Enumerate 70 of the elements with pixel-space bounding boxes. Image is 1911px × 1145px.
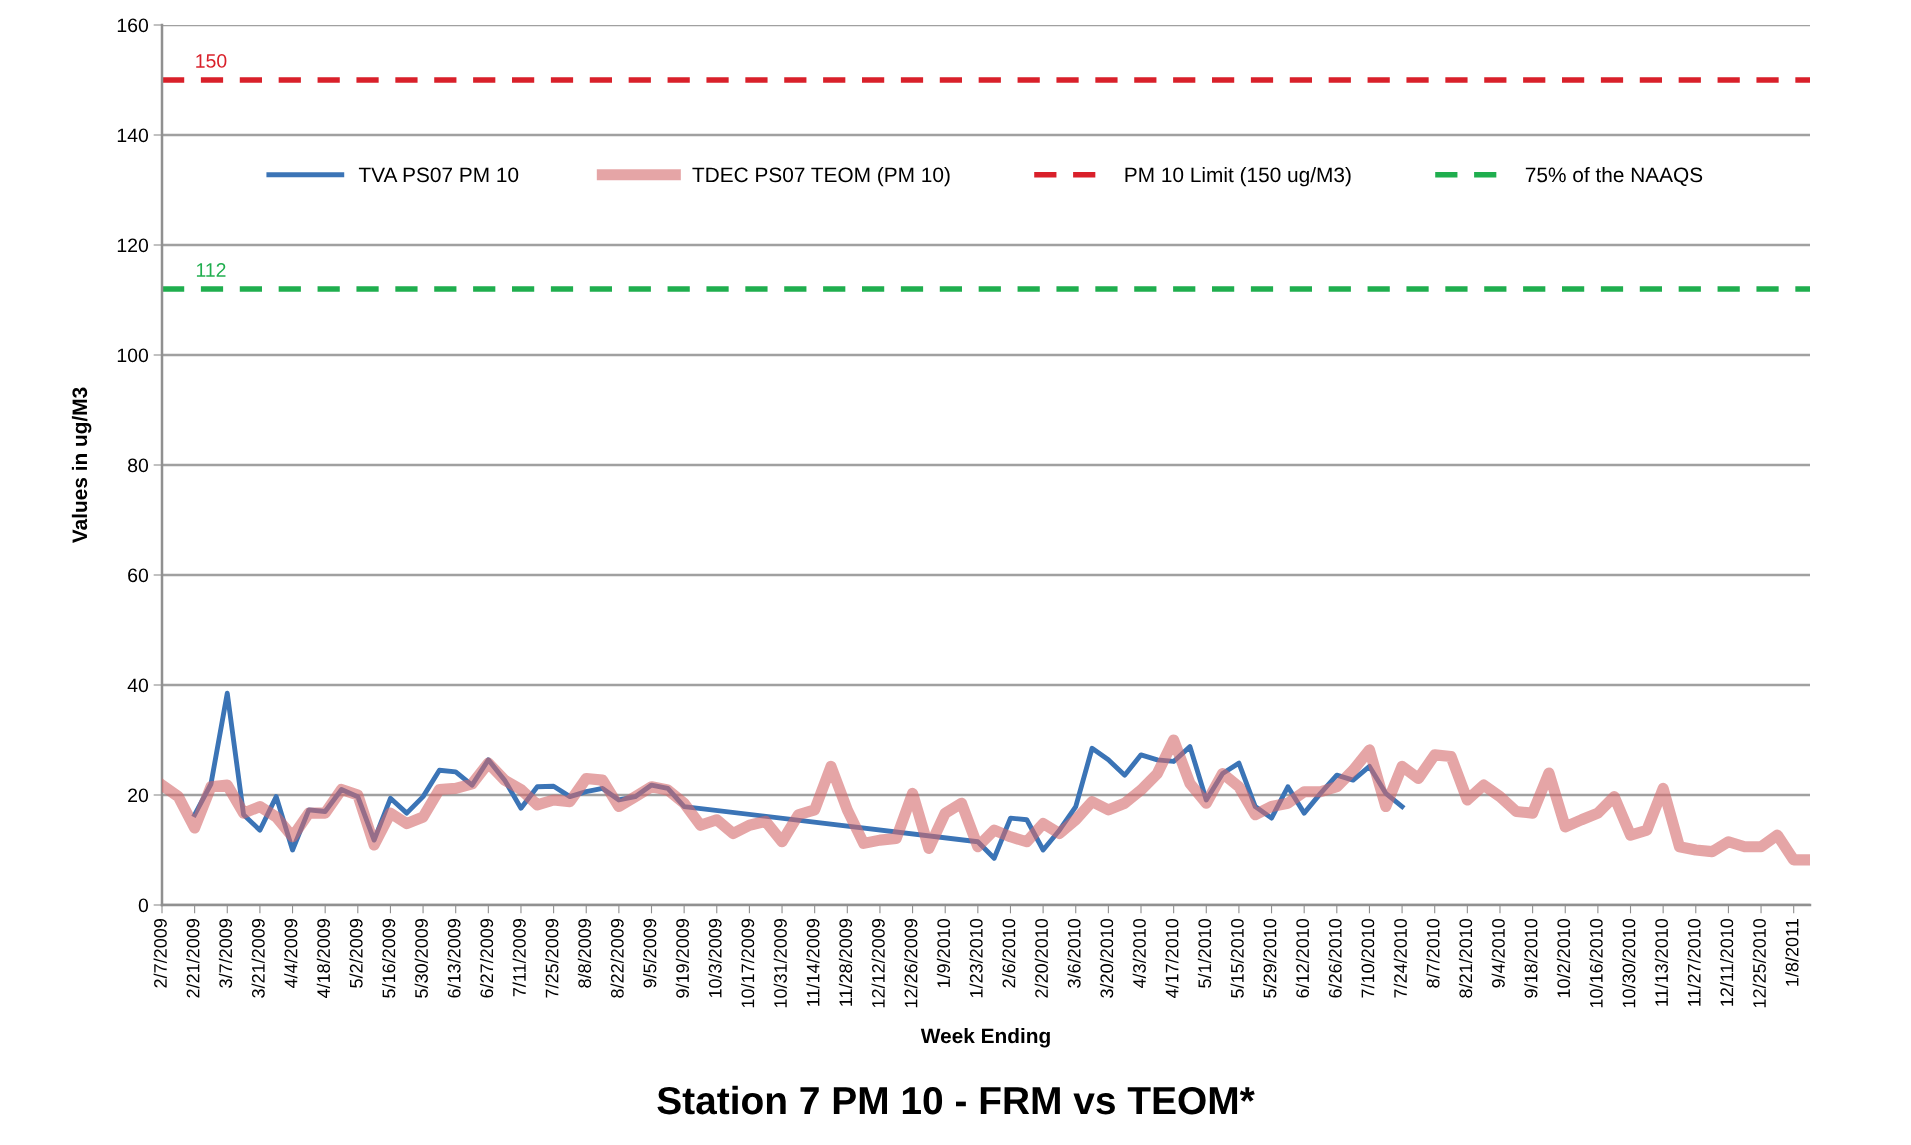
x-tick-label: 2/20/2010 <box>1034 918 1048 998</box>
x-tick-label: 5/2/2009 <box>349 919 363 988</box>
x-tick-label: 3/20/2010 <box>1099 918 1114 998</box>
x-tick-label: 8/7/2010 <box>1426 918 1440 988</box>
x-tick-label: 10/31/2009 <box>773 919 787 1008</box>
x-tick-label: 5/1/2010 <box>1197 918 1212 988</box>
y-tick-label: 40 <box>127 678 149 693</box>
y-tick-label: 60 <box>128 568 149 583</box>
x-tick-label: 2/21/2009 <box>186 919 200 998</box>
x-tick-label: 7/24/2010 <box>1393 918 1407 998</box>
legend-label: PM 10 Limit (150 ug/M3) <box>1125 166 1351 187</box>
x-tick-label: 11/14/2009 <box>806 919 820 1006</box>
x-tick-label: 4/17/2010 <box>1165 918 1179 999</box>
x-tick-label: 11/28/2009 <box>838 919 853 1006</box>
x-tick-label: 5/30/2009 <box>414 919 428 998</box>
y-tick-label: 100 <box>117 348 149 363</box>
x-axis-title: Week Ending <box>920 1028 1050 1048</box>
x-tick-label: 3/6/2010 <box>1067 918 1081 988</box>
x-tick-label: 10/2/2010 <box>1556 918 1571 998</box>
x-tick-label: 8/8/2009 <box>577 919 592 988</box>
x-tick-label: 6/12/2010 <box>1295 918 1310 998</box>
x-tick-label: 5/29/2010 <box>1263 918 1277 998</box>
x-tick-label: 2/6/2010 <box>1002 918 1016 988</box>
x-tick-label: 1/8/2011 <box>1785 919 1799 986</box>
y-tick-label: 140 <box>117 128 149 143</box>
x-tick-label: 7/11/2009 <box>512 919 526 997</box>
x-tick-label: 4/3/2010 <box>1132 918 1146 989</box>
x-tick-label: 12/26/2009 <box>904 919 918 1008</box>
x-tick-label: 4/4/2009 <box>284 919 298 989</box>
x-tick-label: 7/25/2009 <box>545 919 559 998</box>
y-tick-label: 80 <box>128 458 149 473</box>
x-tick-label: 12/11/2010 <box>1720 918 1734 1006</box>
line-series <box>192 690 1405 861</box>
x-tick-label: 7/10/2010 <box>1361 918 1375 998</box>
x-tick-label: 11/13/2010 <box>1654 918 1668 1006</box>
x-tick-label: 9/18/2010 <box>1524 918 1538 998</box>
x-tick-label: 2/7/2009 <box>153 919 167 988</box>
x-tick-label: 11/27/2010 <box>1687 918 1701 1006</box>
y-tick-label: 120 <box>117 238 149 253</box>
y-tick-label: 160 <box>117 18 149 33</box>
x-tick-label: 3/7/2009 <box>218 919 233 988</box>
x-tick-label: 10/16/2010 <box>1589 918 1603 1008</box>
legend-label: TDEC PS07 TEOM (PM 10) <box>692 166 950 187</box>
text: Station 7 PM 10 - FRM vs TEOM* <box>657 1085 1255 1115</box>
y-axis-title: Values in ug/M3 <box>71 387 92 543</box>
legend-label: 75% of the NAAQS <box>1525 166 1703 186</box>
y-tick-label: 0 <box>138 898 149 913</box>
y-tick-label: 20 <box>128 788 149 803</box>
x-tick-label: 12/12/2009 <box>871 919 885 1008</box>
x-tick-label: 5/16/2009 <box>382 919 396 998</box>
x-tick-label: 12/25/2010 <box>1752 918 1766 1008</box>
x-tick-label: 6/13/2009 <box>447 919 461 998</box>
x-tick-label: 10/30/2010 <box>1622 918 1636 1008</box>
x-tick-label: 8/22/2009 <box>610 919 624 998</box>
x-tick-label: 9/5/2009 <box>643 919 657 988</box>
x-tick-label: 6/27/2009 <box>479 919 494 998</box>
x-tick-label: 5/15/2010 <box>1230 918 1244 998</box>
x-tick-label: 6/26/2010 <box>1328 918 1342 998</box>
x-tick-label: 9/4/2010 <box>1491 918 1505 988</box>
x-tick-label: 4/18/2009 <box>316 919 331 999</box>
x-tick-label: 8/21/2010 <box>1458 918 1473 998</box>
x-tick-label: 9/19/2009 <box>675 919 689 998</box>
annotation: 150 <box>196 54 227 68</box>
x-tick-label: 1/9/2010 <box>936 918 951 988</box>
annotation: 112 <box>196 263 226 277</box>
x-tick-label: 1/23/2010 <box>969 918 983 998</box>
legend-label: TVA PS07 PM 10 <box>358 167 519 183</box>
x-tick-label: 3/21/2009 <box>251 919 265 998</box>
x-tick-label: 10/3/2009 <box>708 919 722 998</box>
x-tick-label: 10/17/2009 <box>740 919 755 1008</box>
